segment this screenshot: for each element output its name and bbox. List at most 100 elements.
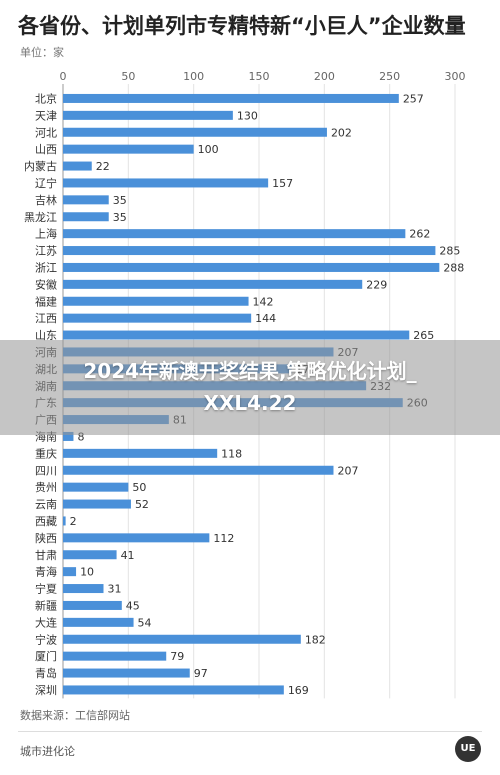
value-label: 35 <box>113 211 127 224</box>
bar <box>63 634 301 644</box>
category-label: 吉林 <box>35 193 57 207</box>
bar <box>63 431 74 441</box>
category-label: 山东 <box>35 329 57 342</box>
value-label: 8 <box>77 430 84 443</box>
bar <box>63 668 190 678</box>
bar <box>63 296 249 306</box>
value-label: 118 <box>221 447 242 460</box>
overlay-text: 2024年新澳开奖结果,策略优化计划_ XXL4.22 <box>0 355 500 419</box>
category-label: 深圳 <box>35 684 57 697</box>
category-label: 青海 <box>35 565 57 579</box>
category-label: 青岛 <box>35 666 57 680</box>
bar <box>63 330 410 340</box>
bar <box>63 600 122 610</box>
x-tick-label: 150 <box>249 70 270 83</box>
value-label: 35 <box>113 194 127 207</box>
value-label: 2 <box>70 515 77 528</box>
category-label: 四川 <box>35 464 57 477</box>
category-label: 厦门 <box>35 649 57 663</box>
bar <box>63 533 210 543</box>
category-label: 贵州 <box>35 481 57 494</box>
value-label: 207 <box>337 464 358 477</box>
value-label: 100 <box>198 143 219 156</box>
category-label: 辽宁 <box>35 176 57 190</box>
category-label: 江苏 <box>35 245 57 258</box>
bar <box>63 212 109 222</box>
x-tick-label: 50 <box>121 70 135 83</box>
category-label: 浙江 <box>35 261 57 274</box>
value-label: 79 <box>170 650 184 663</box>
bar <box>63 499 131 509</box>
data-source: 数据来源：工信部网站 <box>20 709 130 722</box>
unit-label: 单位：家 <box>20 46 64 59</box>
footer-divider <box>18 731 482 732</box>
bar <box>63 127 327 137</box>
bar <box>63 448 218 458</box>
value-label: 288 <box>443 261 464 274</box>
value-label: 10 <box>80 566 94 579</box>
chart-title: 各省份、计划单列市专精特新“小巨人”企业数量 <box>18 14 466 38</box>
overlay-line-2: XXL4.22 <box>203 391 297 415</box>
brand-logo-icon: UE <box>455 736 481 762</box>
brand-name: 城市进化论 <box>20 745 75 758</box>
category-label: 内蒙古 <box>24 159 57 173</box>
value-label: 97 <box>194 667 208 680</box>
bar <box>63 313 252 323</box>
value-label: 262 <box>409 228 430 241</box>
x-tick-label: 300 <box>445 70 466 83</box>
bar <box>63 482 129 492</box>
value-label: 169 <box>288 684 309 697</box>
bar <box>63 246 436 256</box>
category-label: 宁夏 <box>35 582 57 596</box>
value-label: 182 <box>305 633 326 646</box>
bar <box>63 144 194 154</box>
overlay-line-1: 2024年新澳开奖结果,策略优化计划_ <box>83 359 417 383</box>
bar <box>63 685 284 695</box>
value-label: 31 <box>108 583 122 596</box>
value-label: 257 <box>403 92 424 105</box>
bar <box>63 617 134 627</box>
bar <box>63 516 66 526</box>
bar <box>63 550 117 560</box>
value-label: 202 <box>331 126 352 139</box>
bar <box>63 584 104 594</box>
value-label: 285 <box>439 245 460 258</box>
bar <box>63 229 406 239</box>
category-label: 山西 <box>35 143 57 156</box>
value-label: 130 <box>237 109 258 122</box>
value-label: 22 <box>96 160 110 173</box>
x-tick-label: 250 <box>379 70 400 83</box>
category-label: 江西 <box>35 312 57 325</box>
value-label: 50 <box>132 481 146 494</box>
category-label: 重庆 <box>35 446 57 460</box>
category-label: 大连 <box>35 615 57 629</box>
value-label: 144 <box>255 312 276 325</box>
category-label: 黑龙江 <box>24 211 57 224</box>
bar <box>63 567 77 577</box>
value-label: 54 <box>138 616 152 629</box>
category-label: 天津 <box>35 109 57 122</box>
bar <box>63 195 109 205</box>
bar <box>63 262 440 272</box>
category-label: 甘肃 <box>35 549 57 562</box>
category-label: 安徽 <box>35 277 57 291</box>
x-tick-label: 0 <box>60 70 67 83</box>
category-label: 上海 <box>35 227 57 241</box>
bar <box>63 651 167 661</box>
value-label: 112 <box>213 532 234 545</box>
value-label: 265 <box>413 329 434 342</box>
bar <box>63 161 92 171</box>
x-tick-label: 200 <box>314 70 335 83</box>
category-label: 宁波 <box>35 632 57 646</box>
value-label: 157 <box>272 177 293 190</box>
category-label: 西藏 <box>35 515 57 528</box>
bar <box>63 110 233 120</box>
category-label: 陕西 <box>35 531 57 545</box>
category-label: 河北 <box>35 126 57 139</box>
value-label: 142 <box>253 295 274 308</box>
value-label: 45 <box>126 599 140 612</box>
bar <box>63 178 269 188</box>
overlay-banner <box>0 340 500 435</box>
bar <box>63 93 399 103</box>
category-label: 新疆 <box>35 598 57 612</box>
